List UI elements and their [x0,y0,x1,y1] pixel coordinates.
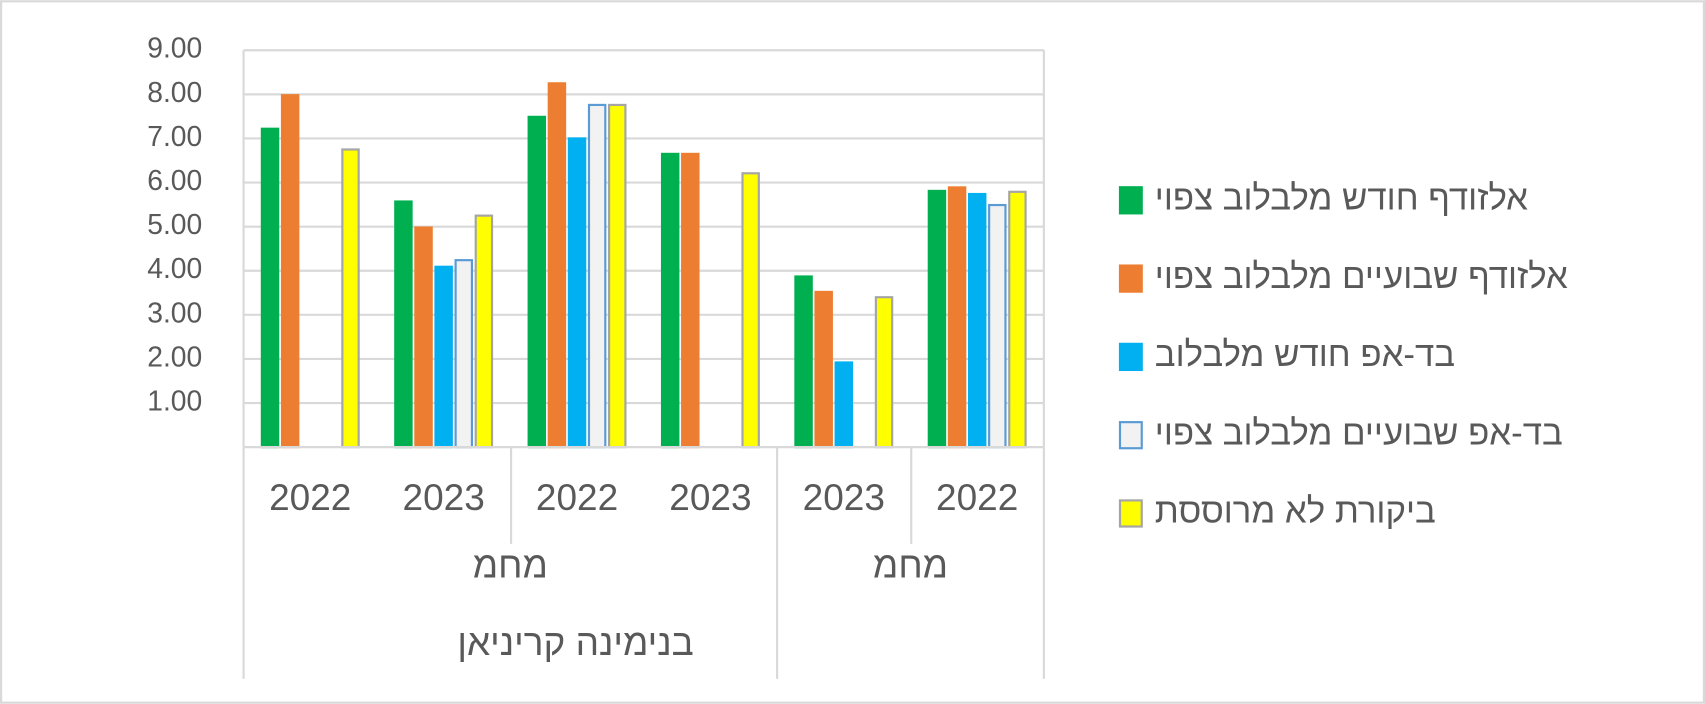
bar [608,103,627,449]
bar [947,186,967,449]
bar [547,82,567,449]
legend-label: אלזודף חודש מלבלוב צפוי [1155,179,1528,217]
legend-swatch [1118,499,1143,528]
y-tick-label: 4.00 [147,252,202,284]
bar [988,203,1007,449]
bar [454,259,474,449]
legend-swatch [1118,264,1143,293]
x-tick-label: 2023 [669,477,751,518]
bar [814,290,833,449]
x-tick-label: 2022 [936,477,1018,518]
legend-label: בד-אפ שבועיים מלבלוב צפוי [1155,414,1563,452]
y-tick-label: 5.00 [147,208,202,240]
legend-swatch [1118,186,1143,215]
legend-swatch [1118,421,1143,450]
supergroup-label: בנימינה קריניאן [457,622,693,663]
bar [794,275,813,449]
bar [260,127,280,449]
legend-label: בד-אפ חודש מלבלוב [1155,336,1455,374]
bar [527,115,547,449]
bar [834,361,854,449]
group-label: מחמ [473,545,548,586]
x-tick-label: 2022 [269,477,351,518]
x-tick-label: 2022 [536,477,618,518]
y-tick-label: 7.00 [147,120,202,152]
bar [394,200,413,449]
y-tick-label: 6.00 [147,164,202,196]
legend-swatch [1118,342,1143,372]
bar [927,189,947,449]
bar [741,172,760,449]
bar [341,148,360,449]
y-tick-label: 9.00 [147,32,202,64]
bar [1008,190,1027,449]
bar [414,226,433,449]
x-tick-label: 2023 [803,477,885,518]
bar [587,103,607,449]
legend-label: ביקורת לא מרוססת [1155,493,1436,531]
bar [681,152,700,449]
legend-label: אלזודף שבועיים מלבלוב צפוי [1155,258,1568,296]
bar [567,137,587,449]
bar [874,296,894,449]
bar [434,265,453,449]
x-tick-label: 2023 [403,477,485,518]
bar [660,152,680,449]
y-tick-label: 3.00 [147,296,202,328]
y-tick-label: 1.00 [147,385,202,417]
bar [474,214,494,449]
bar [967,192,987,449]
bar [280,94,300,449]
y-tick-label: 2.00 [147,340,202,372]
group-label: מחמ [873,545,948,586]
y-tick-label: 8.00 [147,76,202,108]
